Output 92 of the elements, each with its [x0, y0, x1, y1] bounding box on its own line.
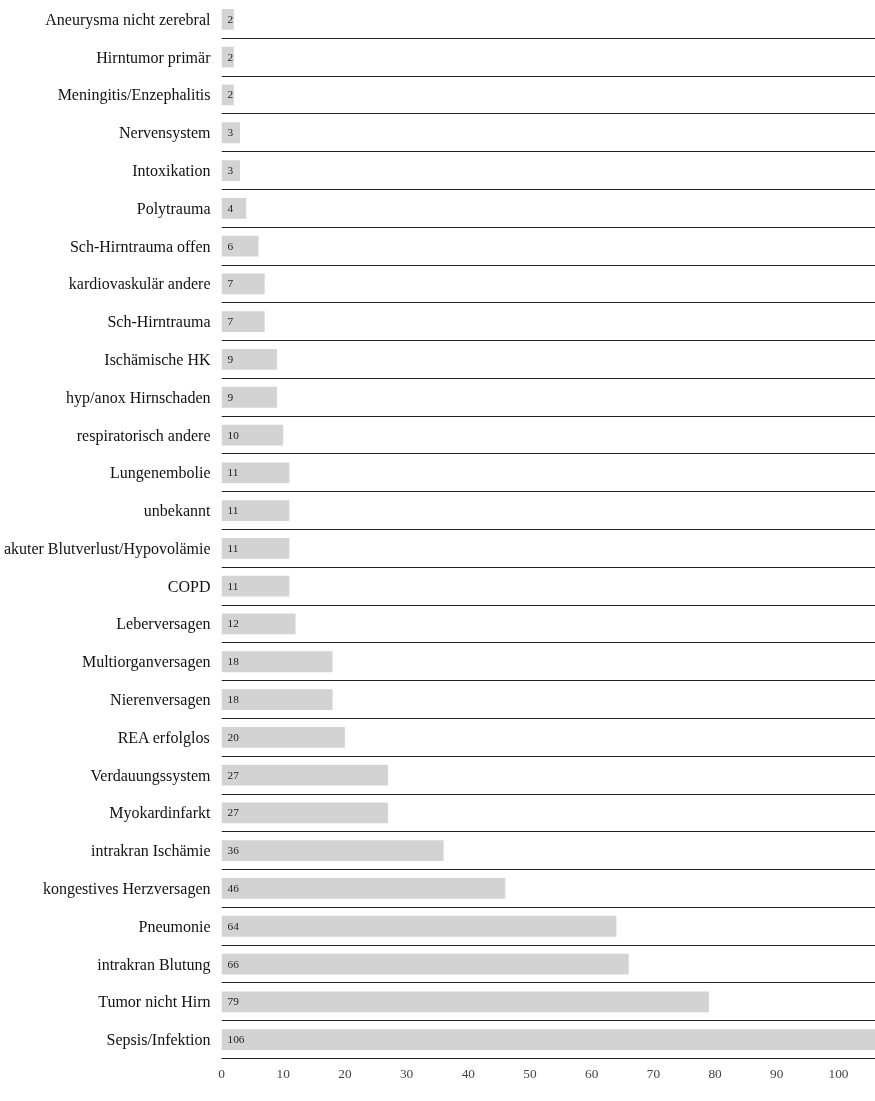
bar [221, 311, 265, 333]
bar [221, 500, 290, 521]
y-tick-label: Nervensystem [118, 124, 212, 143]
bar [221, 197, 247, 219]
data-label: 6 [227, 239, 234, 252]
data-label: 27 [227, 806, 240, 819]
bar [221, 235, 259, 257]
bar [221, 273, 265, 295]
bar [221, 160, 241, 181]
bar [221, 575, 290, 597]
data-label: 10 [227, 428, 240, 441]
y-tick-label: REA erfolglos [117, 728, 210, 747]
x-tick-label: 100 [828, 1065, 849, 1081]
data-label: 66 [227, 957, 240, 970]
data-label: 18 [227, 655, 240, 668]
y-tick-label: Sch-Hirntrauma offen [69, 237, 211, 255]
bar [221, 878, 506, 899]
y-tick-label: intrakran Blutung [97, 955, 211, 974]
bar [221, 349, 278, 370]
data-label: 106 [227, 1033, 245, 1046]
data-label: 7 [227, 315, 234, 328]
data-label: 11 [227, 579, 239, 592]
data-label: 9 [227, 352, 234, 365]
x-tick-label: 80 [708, 1065, 723, 1081]
bar [221, 991, 709, 1013]
y-tick-label: kardiovaskulär andere [68, 275, 211, 293]
data-label: 2 [227, 12, 234, 25]
y-tick-label: Intoxikation [132, 162, 211, 180]
data-label: 12 [227, 617, 240, 630]
y-tick-label: Leberversagen [116, 615, 211, 634]
bar [221, 802, 389, 824]
bar [221, 840, 444, 862]
x-tick-label: 40 [461, 1065, 476, 1081]
y-tick-label: hyp/anox Hirnschaden [66, 388, 211, 407]
data-label: 2 [227, 88, 234, 101]
data-label: 79 [227, 995, 240, 1008]
bar [221, 538, 290, 559]
x-tick-label: 70 [646, 1065, 661, 1081]
bar [221, 953, 629, 975]
bar [221, 613, 296, 635]
y-tick-label: intrakran Ischämie [91, 842, 211, 860]
y-tick-label: akuter Blutverlust/Hypovolämie [3, 539, 211, 558]
data-label: 3 [227, 126, 234, 139]
bar [221, 1029, 875, 1050]
data-label: 20 [227, 730, 240, 743]
y-tick-label: Verdauungssystem [90, 766, 212, 785]
data-label: 9 [227, 390, 234, 403]
x-tick-label: 20 [338, 1065, 352, 1081]
y-tick-label: Sch-Hirntrauma [107, 313, 211, 331]
y-tick-label: Nierenversagen [110, 691, 211, 710]
data-label: 2 [227, 50, 234, 63]
x-tick-label: 0 [218, 1065, 226, 1081]
data-label: 4 [227, 201, 234, 214]
y-tick-label: COPD [167, 577, 211, 595]
y-tick-label: unbekannt [143, 502, 212, 520]
y-tick-label: kongestives Herzversagen [43, 879, 211, 898]
y-tick-label: Ischämische HK [104, 350, 211, 368]
data-label: 7 [227, 277, 234, 290]
y-tick-label: Polytrauma [136, 199, 211, 218]
y-tick-label: Multiorganversagen [81, 653, 211, 672]
bar [221, 689, 333, 710]
data-label: 11 [227, 504, 239, 517]
data-label: 11 [227, 466, 239, 479]
y-tick-label: Myokardinfarkt [109, 804, 212, 823]
y-tick-label: Tumor nicht Hirn [98, 993, 211, 1011]
data-label: 36 [227, 844, 240, 857]
y-tick-label: Pneumonie [138, 917, 211, 935]
bar [221, 424, 284, 446]
x-tick-label: 30 [399, 1065, 414, 1081]
y-tick-label: Meningitis/Enzephalitis [57, 86, 211, 105]
x-tick-label: 10 [276, 1065, 291, 1081]
data-label: 11 [227, 541, 239, 554]
bar [221, 764, 389, 786]
bar [221, 462, 290, 484]
y-tick-label: Hirntumor primär [96, 48, 212, 67]
data-label: 64 [227, 919, 240, 932]
x-tick-label: 90 [770, 1065, 784, 1081]
bar [221, 726, 345, 748]
x-tick-label: 60 [585, 1065, 599, 1081]
data-label: 3 [227, 164, 234, 177]
bar [221, 915, 617, 937]
data-label: 46 [227, 881, 240, 894]
data-label: 27 [227, 768, 240, 781]
y-tick-label: Aneurysma nicht zerebral [45, 10, 212, 29]
y-tick-label: respiratorisch andere [76, 426, 211, 445]
bar [221, 386, 278, 408]
bar [221, 122, 241, 144]
x-tick-label: 50 [523, 1065, 537, 1081]
bar [221, 651, 333, 673]
data-label: 18 [227, 693, 240, 706]
y-tick-label: Sepsis/Infektion [106, 1031, 211, 1050]
y-tick-label: Lungenembolie [110, 464, 211, 483]
